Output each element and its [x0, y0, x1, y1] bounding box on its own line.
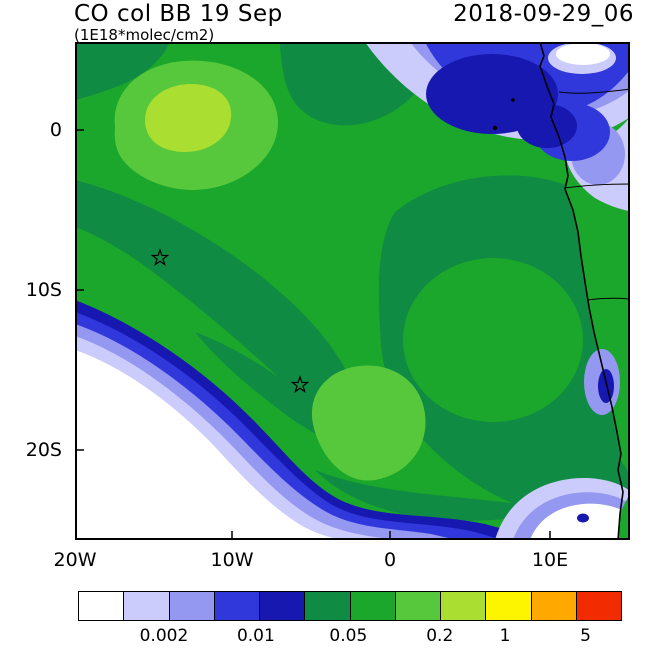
colorbar-cell [78, 591, 125, 621]
colorbar-tick: 5 [580, 626, 591, 646]
colorbar-cell [485, 591, 532, 621]
plot-title: CO col BB 19 Sep [74, 1, 283, 27]
map-frame [75, 42, 630, 540]
star-markers [150, 248, 310, 393]
y-axis-label-0: 0 [49, 119, 62, 141]
x-axis-label-10w: 10W [210, 549, 254, 571]
colorbar-tick-labels: 0.002 0.01 0.05 0.2 1 5 [78, 626, 622, 650]
colorbar-cell [349, 591, 396, 621]
coastline-and-borders [539, 42, 630, 540]
colorbar-cell [213, 591, 260, 621]
colorbar-cell [168, 591, 215, 621]
y-axis-label-10s: 10S [25, 279, 62, 301]
country-border [558, 88, 630, 94]
colorbar [78, 591, 622, 621]
colorbar-cell [440, 591, 487, 621]
angola-coast-blue-spot [584, 349, 620, 415]
plot-units-label: (1E18*molec/cm2) [74, 26, 215, 44]
contour-map [75, 42, 630, 540]
african-coastline [539, 42, 624, 540]
colorbar-cell [575, 591, 622, 621]
colorbar-tick: 0.002 [139, 626, 189, 646]
southwest-clean-air-region [75, 300, 543, 540]
colorbar-cell [304, 591, 351, 621]
colorbar-cell [123, 591, 170, 621]
gulf-of-guinea-islands [492, 98, 515, 131]
y-axis-label-20s: 20S [25, 439, 62, 461]
southeast-clean-pocket [495, 477, 630, 540]
northeast-low-co-blue-region [365, 42, 630, 211]
colorbar-cell [530, 591, 577, 621]
x-axis-label-20w: 20W [53, 549, 97, 571]
x-axis-label-10e: 10E [531, 549, 569, 571]
colorbar-tick: 0.2 [426, 626, 454, 646]
star-marker-north [150, 248, 170, 266]
country-border [586, 297, 630, 301]
star-marker-south [290, 375, 310, 393]
colorbar-tick: 0.01 [236, 626, 275, 646]
colorbar-tick: 0.05 [329, 626, 368, 646]
light-green-plume-regions [114, 60, 426, 481]
country-border [564, 183, 630, 189]
colorbar-cell [394, 591, 441, 621]
colorbar-cell [259, 591, 306, 621]
plot-timestamp: 2018-09-29_06 [453, 1, 634, 27]
colorbar-tick: 1 [499, 626, 511, 646]
x-axis-label-0: 0 [383, 549, 397, 571]
